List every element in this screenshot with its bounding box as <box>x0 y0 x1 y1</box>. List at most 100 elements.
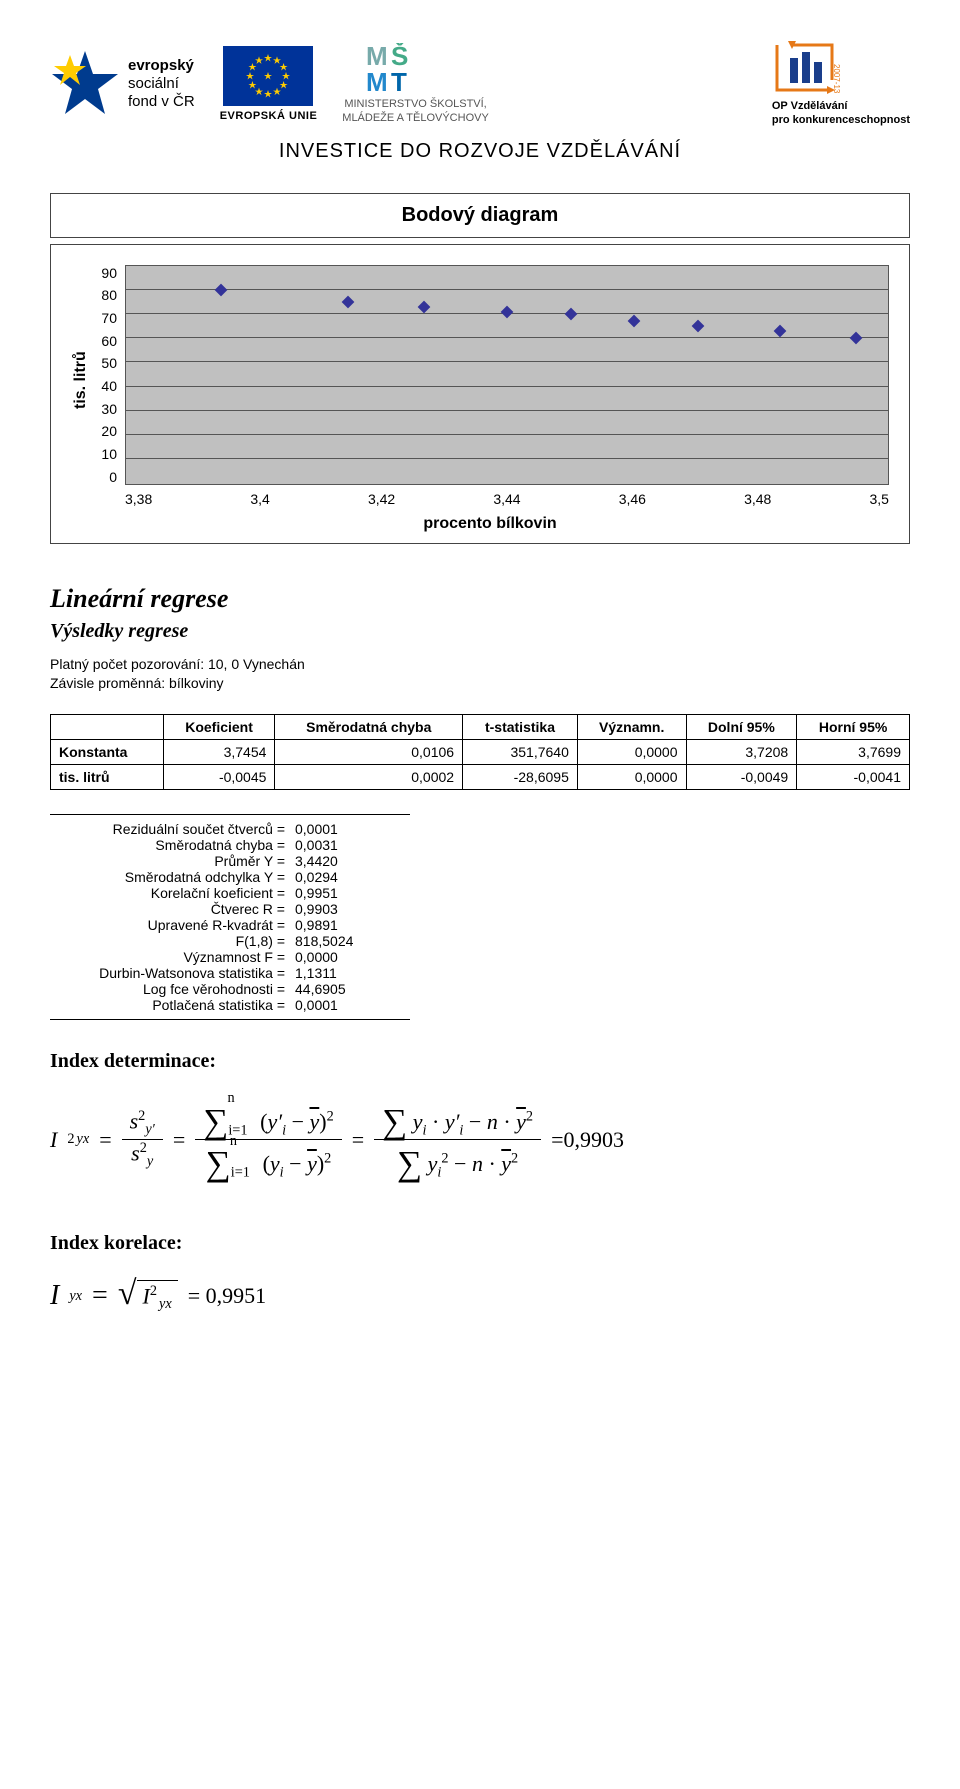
stat-value: 0,0294 <box>295 869 410 885</box>
table-cell: Konstanta <box>51 739 164 764</box>
table-header: Směrodatná chyba <box>275 714 463 739</box>
table-cell: -28,6095 <box>463 764 578 789</box>
y-tick: 20 <box>91 423 117 439</box>
stat-value: 44,6905 <box>295 981 410 997</box>
stat-value: 0,9951 <box>295 885 410 901</box>
op-icon: 2007-13 <box>772 40 832 95</box>
table-header: t-statistika <box>463 714 578 739</box>
table-header: Dolní 95% <box>686 714 797 739</box>
msmt-l1: MINISTERSTVO ŠKOLSTVÍ, <box>342 97 489 111</box>
meta-line1: Platný počet pozorování: 10, 0 Vynechán <box>50 655 910 675</box>
correlation-heading: Index korelace: <box>50 1232 910 1255</box>
stat-row: F(1,8) =818,5024 <box>50 933 410 949</box>
stat-key: Směrodatná odchylka Y = <box>50 869 295 885</box>
table-header: Koeficient <box>163 714 275 739</box>
meta-line2: Závisle proměnná: bílkoviny <box>50 674 910 694</box>
esf-line3: fond v ČR <box>128 93 195 111</box>
esf-line2: sociální <box>128 75 195 93</box>
y-tick: 10 <box>91 446 117 462</box>
stat-value: 0,0000 <box>295 949 410 965</box>
data-point <box>501 305 514 318</box>
stat-key: Významnost F = <box>50 949 295 965</box>
stat-value: 0,9891 <box>295 917 410 933</box>
stat-key: Upravené R-kvadrát = <box>50 917 295 933</box>
correlation-formula: Iyx = √ I2yx = 0,9951 <box>50 1280 910 1314</box>
stat-value: 0,0001 <box>295 821 410 837</box>
x-axis-ticks: 3,383,43,423,443,463,483,5 <box>125 491 889 507</box>
gridline <box>126 386 888 387</box>
y-tick: 80 <box>91 287 117 303</box>
y-tick: 30 <box>91 401 117 417</box>
stat-key: Průměr Y = <box>50 853 295 869</box>
stat-key: Log fce věrohodnosti = <box>50 981 295 997</box>
table-cell: 3,7699 <box>797 739 910 764</box>
stat-key: F(1,8) = <box>50 933 295 949</box>
data-point <box>215 283 228 296</box>
data-point <box>850 332 863 345</box>
op-l1: OP Vzdělávání <box>772 99 910 113</box>
determination-formula: I2yx = s2y′ s2y = ∑i=1n (y′i − y)2 ∑i=1n… <box>50 1098 910 1182</box>
y-tick: 60 <box>91 333 117 349</box>
table-cell: 0,0106 <box>275 739 463 764</box>
gridline <box>126 289 888 290</box>
table-cell: 351,7640 <box>463 739 578 764</box>
regression-subheading: Výsledky regrese <box>50 620 910 643</box>
x-tick: 3,5 <box>869 491 888 507</box>
stat-row: Log fce věrohodnosti =44,6905 <box>50 981 410 997</box>
table-header: Významn. <box>577 714 686 739</box>
stat-row: Směrodatná chyba =0,0031 <box>50 837 410 853</box>
esf-line1: evropský <box>128 57 195 75</box>
data-point <box>774 325 787 338</box>
x-tick: 3,46 <box>619 491 646 507</box>
gridline <box>126 434 888 435</box>
x-tick: 3,44 <box>493 491 520 507</box>
eu-label: EVROPSKÁ UNIE <box>220 110 318 122</box>
svg-text:M: M <box>366 67 388 93</box>
x-tick: 3,48 <box>744 491 771 507</box>
determination-heading: Index determinace: <box>50 1050 910 1073</box>
regression-heading: Lineární regrese <box>50 584 910 614</box>
data-point <box>564 308 577 321</box>
table-cell: 3,7454 <box>163 739 275 764</box>
stat-value: 1,1311 <box>295 965 410 981</box>
stat-key: Potlačená statistika = <box>50 997 295 1013</box>
chart-title: Bodový diagram <box>50 193 910 238</box>
msmt-l2: MLÁDEŽE A TĚLOVÝCHOVY <box>342 111 489 125</box>
y-tick: 70 <box>91 310 117 326</box>
stat-value: 3,4420 <box>295 853 410 869</box>
table-cell: 0,0000 <box>577 764 686 789</box>
stat-row: Upravené R-kvadrát =0,9891 <box>50 917 410 933</box>
esf-text: evropský sociální fond v ČR <box>128 57 195 111</box>
gridline <box>126 410 888 411</box>
y-tick: 90 <box>91 265 117 281</box>
y-axis-ticks: 9080706050403020100 <box>91 265 125 485</box>
stat-row: Durbin-Watsonova statistika =1,1311 <box>50 965 410 981</box>
data-point <box>691 320 704 333</box>
stat-value: 0,9903 <box>295 901 410 917</box>
x-tick: 3,42 <box>368 491 395 507</box>
logo-esf: evropský sociální fond v ČR <box>50 49 195 119</box>
y-tick: 50 <box>91 355 117 371</box>
tagline: INVESTICE DO ROZVOJE VZDĚLÁVÁNÍ <box>50 140 910 163</box>
stat-row: Reziduální součet čtverců =0,0001 <box>50 821 410 837</box>
stat-row: Korelační koeficient =0,9951 <box>50 885 410 901</box>
table-cell: 0,0000 <box>577 739 686 764</box>
op-l2: pro konkurenceschopnost <box>772 113 910 127</box>
table-row: tis. litrů-0,00450,0002-28,60950,0000-0,… <box>51 764 910 789</box>
stat-row: Čtverec R =0,9903 <box>50 901 410 917</box>
x-axis-label: procento bílkovin <box>91 515 889 533</box>
stat-value: 818,5024 <box>295 933 410 949</box>
stat-value: 0,0031 <box>295 837 410 853</box>
stat-row: Směrodatná odchylka Y =0,0294 <box>50 869 410 885</box>
y-axis-label: tis. litrů <box>72 389 90 409</box>
svg-text:T: T <box>391 67 407 93</box>
determination-result: =0,9903 <box>551 1127 624 1153</box>
gridline <box>126 361 888 362</box>
logo-op: 2007-13 OP Vzdělávání pro konkurencescho… <box>772 40 910 128</box>
stat-value: 0,0001 <box>295 997 410 1013</box>
stat-key: Korelační koeficient = <box>50 885 295 901</box>
regression-meta: Platný počet pozorování: 10, 0 Vynechán … <box>50 655 910 694</box>
table-header: Horní 95% <box>797 714 910 739</box>
table-cell: tis. litrů <box>51 764 164 789</box>
stat-row: Významnost F =0,0000 <box>50 949 410 965</box>
